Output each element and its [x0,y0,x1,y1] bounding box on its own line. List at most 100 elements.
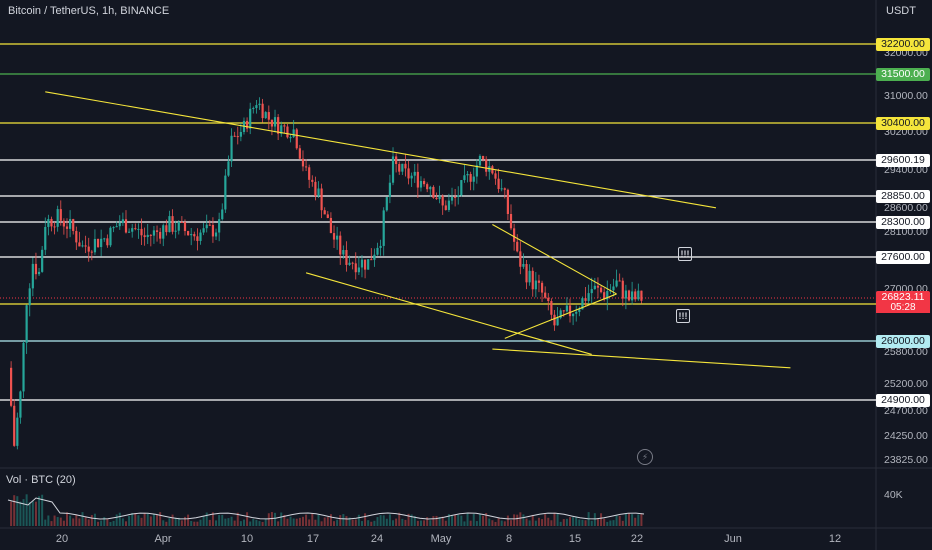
candle-body [106,238,109,246]
candle-body [323,210,326,215]
volume-bar [553,512,556,526]
volume-bar [277,521,280,526]
candle-body [174,230,177,232]
volume-bar [463,521,466,526]
price-tick-label: 25800.00 [884,345,928,358]
candle-body [224,175,227,210]
candle-body [221,209,224,220]
candle-body [22,342,25,392]
volume-bar [441,516,444,526]
volume-bar [503,521,506,526]
volume-bar [593,513,596,526]
candle-body [354,263,357,273]
volume-bar [379,515,382,526]
candle-body [410,175,413,179]
symbol-title[interactable]: Bitcoin / TetherUS, 1h, BINANCE [8,5,170,17]
candle-body [404,163,407,169]
candle-body [295,129,298,149]
candle-body [618,280,621,282]
candle-body [513,228,516,242]
candle-body [78,242,81,247]
volume-bar [637,514,640,526]
candle-body [332,233,336,240]
volume-bar [478,513,481,526]
volume-bar [544,514,547,526]
candle-body [90,251,93,253]
volume-bar [451,515,454,526]
candle-body [348,262,351,265]
volume-bar [572,517,575,526]
volume-bar [423,520,426,526]
candle-body [193,234,196,237]
volume-bar [134,513,137,526]
candle-body [44,226,47,250]
alert-icon[interactable]: !!! [678,247,692,261]
alert-icon[interactable]: !!! [676,309,690,323]
volume-bar [550,520,553,526]
candle-body [422,180,426,185]
candle-body [34,263,38,275]
candle-body [255,105,258,109]
candle-body [640,290,643,301]
candle-body [497,178,500,189]
candle-body [438,195,441,200]
candle-body [395,156,398,165]
volume-bar [482,515,485,526]
candle-body [444,205,447,210]
trendline [492,224,617,295]
volume-bar [342,514,345,526]
flash-icon[interactable]: ⚡ [637,449,653,465]
level-price-tag: 27600.00 [876,251,930,264]
volume-bar [236,512,239,526]
candle-body [562,310,565,312]
candle-body [298,148,301,159]
candle-body [208,224,211,226]
volume-bar [413,516,416,526]
candle-body [96,238,100,248]
volume-bar [143,512,146,526]
candle-body [624,290,627,299]
candle-body [550,301,553,315]
candle-body [578,309,581,312]
candle-body [494,173,497,179]
candle-body [379,245,382,248]
candle-body [273,117,277,127]
volume-bar [211,512,214,526]
price-tick-label: 25200.00 [884,377,928,390]
volume-bar [311,513,314,526]
time-tick-label: 17 [306,533,320,545]
level-price-tag: 24900.00 [876,394,930,407]
volume-bar [121,518,124,526]
volume-bar [224,518,227,526]
candle-body [391,156,395,183]
volume-bar [624,513,627,526]
volume-bar [357,514,360,526]
candle-body [280,125,283,134]
candle-body [69,219,72,229]
volume-bar [401,518,404,526]
candle-body [339,235,342,255]
volume-bar [354,519,357,526]
volume-bar [128,515,131,526]
volume-bar [156,514,159,526]
volume-bar [274,512,277,526]
volume-bar [500,520,503,526]
volume-bar [457,514,460,526]
candle-body [537,280,541,283]
candle-body [534,280,537,290]
candle-body [475,165,478,177]
volume-bar [205,512,208,526]
volume-bar [187,514,190,526]
candle-body [351,262,354,264]
candle-body [441,195,444,206]
volume-bar [69,515,72,526]
volume-indicator-label[interactable]: Vol · BTC (20) [6,474,76,486]
candle-body [357,267,360,273]
volume-bar [519,512,522,526]
candle-body [336,235,339,240]
volume-bar [100,520,103,526]
volume-bar [615,515,618,526]
volume-bar [320,521,323,526]
candle-body [202,228,205,233]
